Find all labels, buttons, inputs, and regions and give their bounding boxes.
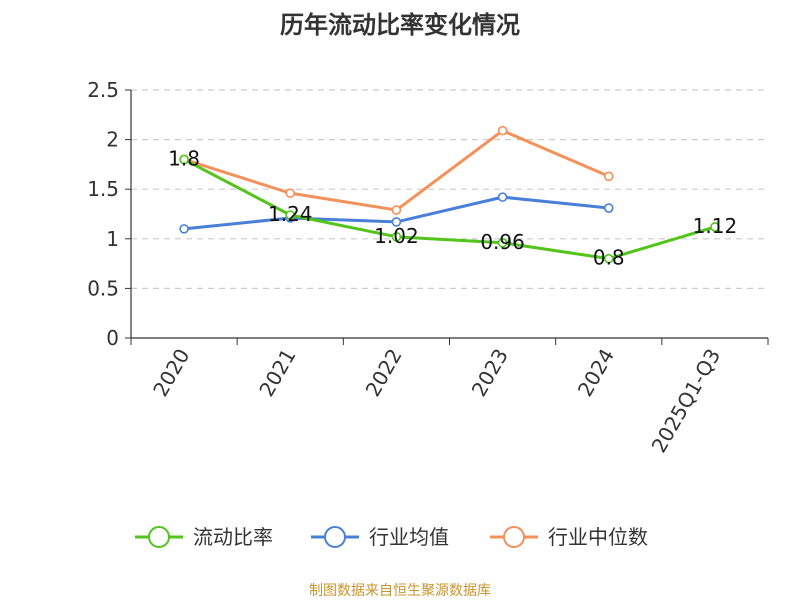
series-0-point-5 <box>710 222 720 232</box>
legend-swatch-marker <box>503 526 525 548</box>
series-0-point-0 <box>179 154 189 165</box>
data-label: 1.12 <box>693 214 738 238</box>
y-tick-label: 1 <box>106 227 119 251</box>
grid-lines <box>131 89 768 289</box>
legend: 流动比率 行业均值 行业中位数 <box>135 525 648 549</box>
series-0-point-2 <box>391 232 402 242</box>
series-0-point-1 <box>285 210 296 220</box>
series-2-point-3 <box>497 125 508 136</box>
series-1-point-0 <box>179 224 189 234</box>
legend-swatch-marker <box>324 526 346 548</box>
legend-label: 行业均值 <box>369 525 449 549</box>
series-line-0 <box>183 158 716 261</box>
footer-source: 制图数据来自恒生聚源数据库 <box>309 583 491 599</box>
series-0-point-4 <box>603 253 614 264</box>
data-labels: 1.8 1.24 1.02 0.96 0.8 1.12 <box>168 146 737 269</box>
axes: 0 0.5 1 1.5 2 2.5 2020 2021 2022 2023 2024 2025Q1-Q… <box>87 78 769 457</box>
series-2-point-1 <box>285 188 296 198</box>
x-tick-label: 2020 <box>148 345 194 401</box>
series-line-2 <box>183 129 610 212</box>
data-label: 0.96 <box>480 230 525 254</box>
y-tick-label: 2.5 <box>87 78 119 102</box>
x-tick-label: 2023 <box>467 345 513 401</box>
y-tick-label: 0 <box>106 326 119 350</box>
data-label: 0.8 <box>593 246 625 270</box>
y-tick-label: 0.5 <box>87 276 119 300</box>
series-1-point-2 <box>391 217 402 227</box>
data-label: 1.02 <box>374 224 419 248</box>
x-tick-label: 2025Q1-Q3 <box>647 345 726 457</box>
series-lines <box>179 125 720 264</box>
data-label: 1.24 <box>268 202 313 226</box>
series-2-point-4 <box>603 171 614 182</box>
series-2-point-2 <box>391 205 402 215</box>
y-tick-label: 2 <box>106 128 119 152</box>
chart-title: 历年流动比率变化情况 <box>280 11 520 39</box>
series-0-point-3 <box>497 237 508 248</box>
x-tick-label: 2024 <box>573 345 619 401</box>
x-tick-label: 2022 <box>361 345 407 401</box>
legend-swatch-marker <box>148 526 170 548</box>
x-tick-label: 2021 <box>254 345 300 401</box>
series-1-point-3 <box>497 192 508 202</box>
data-label: 1.8 <box>168 146 200 170</box>
legend-item-2[interactable]: 行业中位数 <box>490 525 648 549</box>
legend-item-0[interactable]: 流动比率 <box>135 525 273 549</box>
y-tick-label: 1.5 <box>87 177 119 201</box>
series-1-point-4 <box>603 203 614 213</box>
legend-label: 流动比率 <box>193 525 273 549</box>
legend-item-1[interactable]: 行业均值 <box>311 525 449 549</box>
legend-label: 行业中位数 <box>548 525 648 549</box>
